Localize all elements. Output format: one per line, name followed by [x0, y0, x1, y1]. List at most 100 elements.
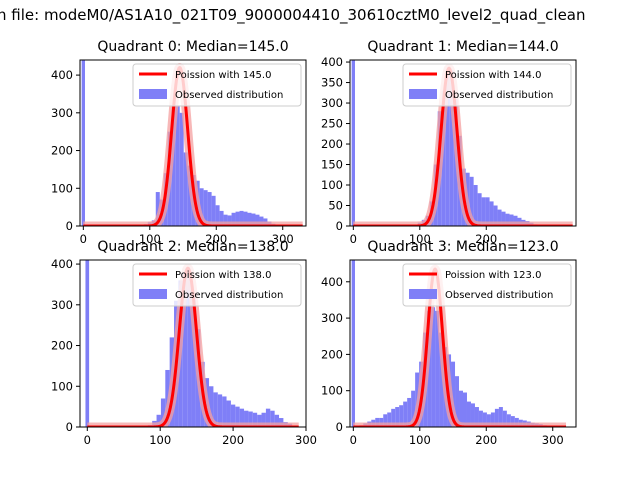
hist-bar [257, 414, 262, 427]
hist-bar [505, 213, 510, 226]
hist-bar [481, 197, 486, 226]
hist-bar [514, 417, 519, 427]
hist-bar [375, 417, 380, 427]
hist-bar [431, 307, 436, 427]
y-tick-label: 300 [51, 106, 73, 120]
y-tick-label: 300 [321, 96, 343, 110]
y-tick-label: 100 [51, 379, 73, 393]
x-tick-label: 0 [350, 232, 357, 246]
hist-bar [187, 165, 192, 226]
legend-label-observed: Observed distribution [175, 90, 283, 101]
hist-bar [435, 310, 440, 427]
hist-bar [231, 212, 236, 226]
hist-bar [451, 361, 456, 427]
hist-bar [239, 408, 245, 427]
x-tick-label: 0 [350, 433, 357, 447]
hist-bar [211, 195, 216, 226]
hist-bar [449, 70, 454, 226]
y-tick-label: 350 [321, 76, 343, 90]
y-tick-label: 400 [51, 68, 73, 82]
hist-bar [474, 407, 479, 427]
legend-label-observed: Observed distribution [445, 90, 553, 101]
panel-title: Quadrant 1: Median=144.0 [367, 39, 558, 55]
hist-bar [513, 215, 518, 226]
hist-bar [252, 412, 258, 427]
hist-bar [259, 216, 264, 226]
hist-bar [469, 176, 474, 226]
hist-bar [407, 397, 412, 427]
hist-bar [239, 210, 244, 226]
hist-bar [510, 416, 515, 427]
hist-bar [379, 417, 384, 427]
hist-bar [243, 211, 248, 226]
hist-bar [219, 210, 224, 226]
panel-title: Quadrant 0: Median=145.0 [97, 39, 288, 55]
legend-patch-swatch [409, 89, 437, 99]
x-tick-label: 200 [205, 232, 227, 246]
x-tick-label: 100 [409, 433, 431, 447]
hist-bar-zero-spike [85, 260, 90, 427]
hist-bar-zero-spike [81, 60, 85, 226]
hist-bar [156, 414, 161, 427]
y-tick-label: 0 [336, 219, 343, 233]
y-tick-label: 400 [51, 257, 73, 271]
legend-box [132, 263, 302, 307]
hist-bar [403, 401, 408, 427]
hist-bar [235, 406, 240, 427]
legend-box [402, 263, 572, 307]
y-tick-label: 200 [321, 137, 343, 151]
legend-label-poisson: Poission with 123.0 [445, 270, 541, 281]
y-tick-label: 400 [321, 55, 343, 69]
hist-bar [191, 296, 196, 427]
hist-bar [155, 192, 160, 226]
hist-bar [187, 276, 192, 427]
hist-bar [399, 405, 404, 427]
hist-bar [255, 214, 260, 226]
hist-bar [473, 185, 478, 226]
legend-label-poisson: Poission with 138.0 [175, 270, 271, 281]
hist-bar [441, 90, 446, 226]
x-tick-label: 300 [542, 433, 564, 447]
y-tick-label: 50 [328, 199, 343, 213]
hist-bar [223, 214, 228, 226]
x-tick-label: 100 [409, 232, 431, 246]
hist-bar [489, 201, 494, 226]
hist-bar [270, 410, 275, 427]
hist-bar [230, 404, 236, 427]
figure-suptitle: n file: modeM0/AS1A10_021T09_9000004410_… [0, 6, 586, 25]
hist-bar [248, 411, 253, 427]
hist-bar [182, 272, 188, 427]
hist-bar [498, 407, 503, 427]
hist-bar [466, 401, 471, 427]
hist-bar [486, 414, 491, 427]
hist-bar [502, 410, 507, 427]
plot-area [80, 60, 306, 226]
panel-0: 0 100 200 300 0 100 200 300 400 Poission with 145… [51, 39, 307, 246]
poisson-curve [352, 66, 574, 226]
plot-area [350, 260, 570, 427]
legend-patch-swatch [139, 89, 167, 99]
legend-label-poisson: Poission with 144.0 [445, 70, 541, 81]
hist-bar [501, 211, 506, 226]
x-tick-label: 200 [475, 232, 497, 246]
hist-bar [490, 412, 495, 427]
hist-bar [506, 414, 511, 427]
y-tick-label: 300 [51, 298, 73, 312]
hist-bar [179, 112, 184, 226]
y-tick-label: 300 [321, 311, 343, 325]
hist-bar [383, 414, 388, 427]
panel-title: Quadrant 3: Median=123.0 [367, 239, 558, 255]
hist-bar [478, 410, 483, 427]
hist-bar [455, 376, 460, 427]
legend-label-poisson: Poission with 145.0 [175, 70, 271, 81]
axes-frame [79, 259, 307, 428]
legend-box [402, 63, 572, 107]
hist-bar [411, 390, 416, 427]
y-tick-label: 100 [321, 178, 343, 192]
hist-bar [470, 403, 475, 427]
x-tick-label: 0 [84, 433, 91, 447]
hist-bar [445, 74, 450, 226]
hist-bar [274, 414, 280, 427]
hist-bar-zero-spike [351, 260, 355, 427]
